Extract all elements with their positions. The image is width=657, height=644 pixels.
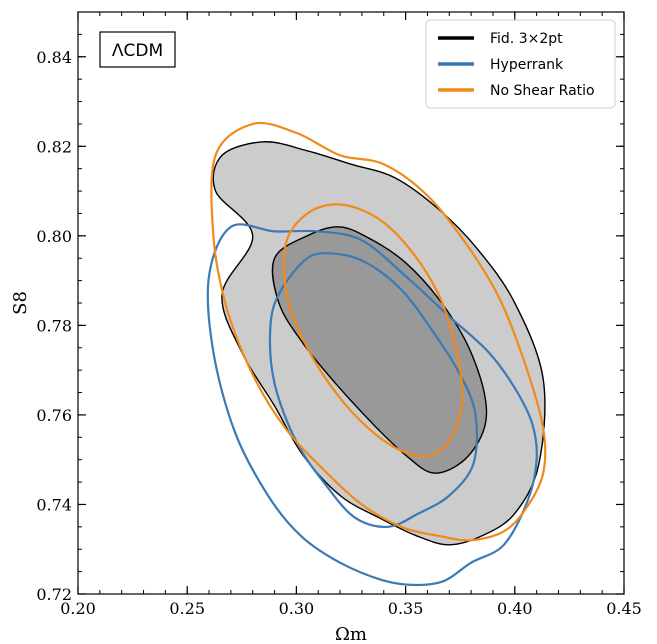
y-tick-label: 0.78 (36, 316, 72, 335)
contour-fid-68 (271, 226, 488, 474)
y-tick-label: 0.72 (36, 585, 72, 604)
y-axis-label: S8 (10, 291, 31, 315)
x-tick-label: 0.45 (606, 599, 642, 618)
y-tick-label: 0.82 (36, 137, 72, 156)
legend: Fid. 3×2pt Hyperrank No Shear Ratio (425, 19, 616, 109)
contour-no-shear-ratio-68 (282, 203, 464, 458)
y-tick-label: 0.76 (36, 406, 72, 425)
axis-ticks: 0.20 0.25 0.30 0.35 0.40 0.45 0.72 0.74 0.76 0.78… (36, 11, 642, 618)
x-tick-label: 0.40 (497, 599, 533, 618)
contour-hyperrank-68 (268, 251, 479, 529)
y-tick-label: 0.74 (36, 495, 72, 514)
x-tick-label: 0.35 (388, 599, 424, 618)
contour-no-shear-ratio-95 (210, 121, 547, 542)
y-tick-label: 0.84 (36, 48, 72, 67)
legend-frame (425, 19, 616, 109)
model-label-box: ΛCDM (99, 31, 176, 68)
legend-entry-label: Hyperrank (490, 57, 564, 73)
contour-layer (206, 121, 547, 587)
x-tick-label: 0.30 (279, 599, 315, 618)
x-axis-label: Ωm (335, 624, 367, 644)
contour-hyperrank-95 (206, 223, 538, 587)
model-label: ΛCDM (112, 41, 163, 61)
x-tick-label: 0.25 (169, 599, 205, 618)
x-tick-label: 0.20 (60, 599, 96, 618)
legend-entry-label: Fid. 3×2pt (490, 31, 563, 47)
model-label-frame (99, 31, 176, 68)
legend-entry-label: No Shear Ratio (490, 83, 595, 99)
y-tick-label: 0.80 (36, 227, 72, 246)
